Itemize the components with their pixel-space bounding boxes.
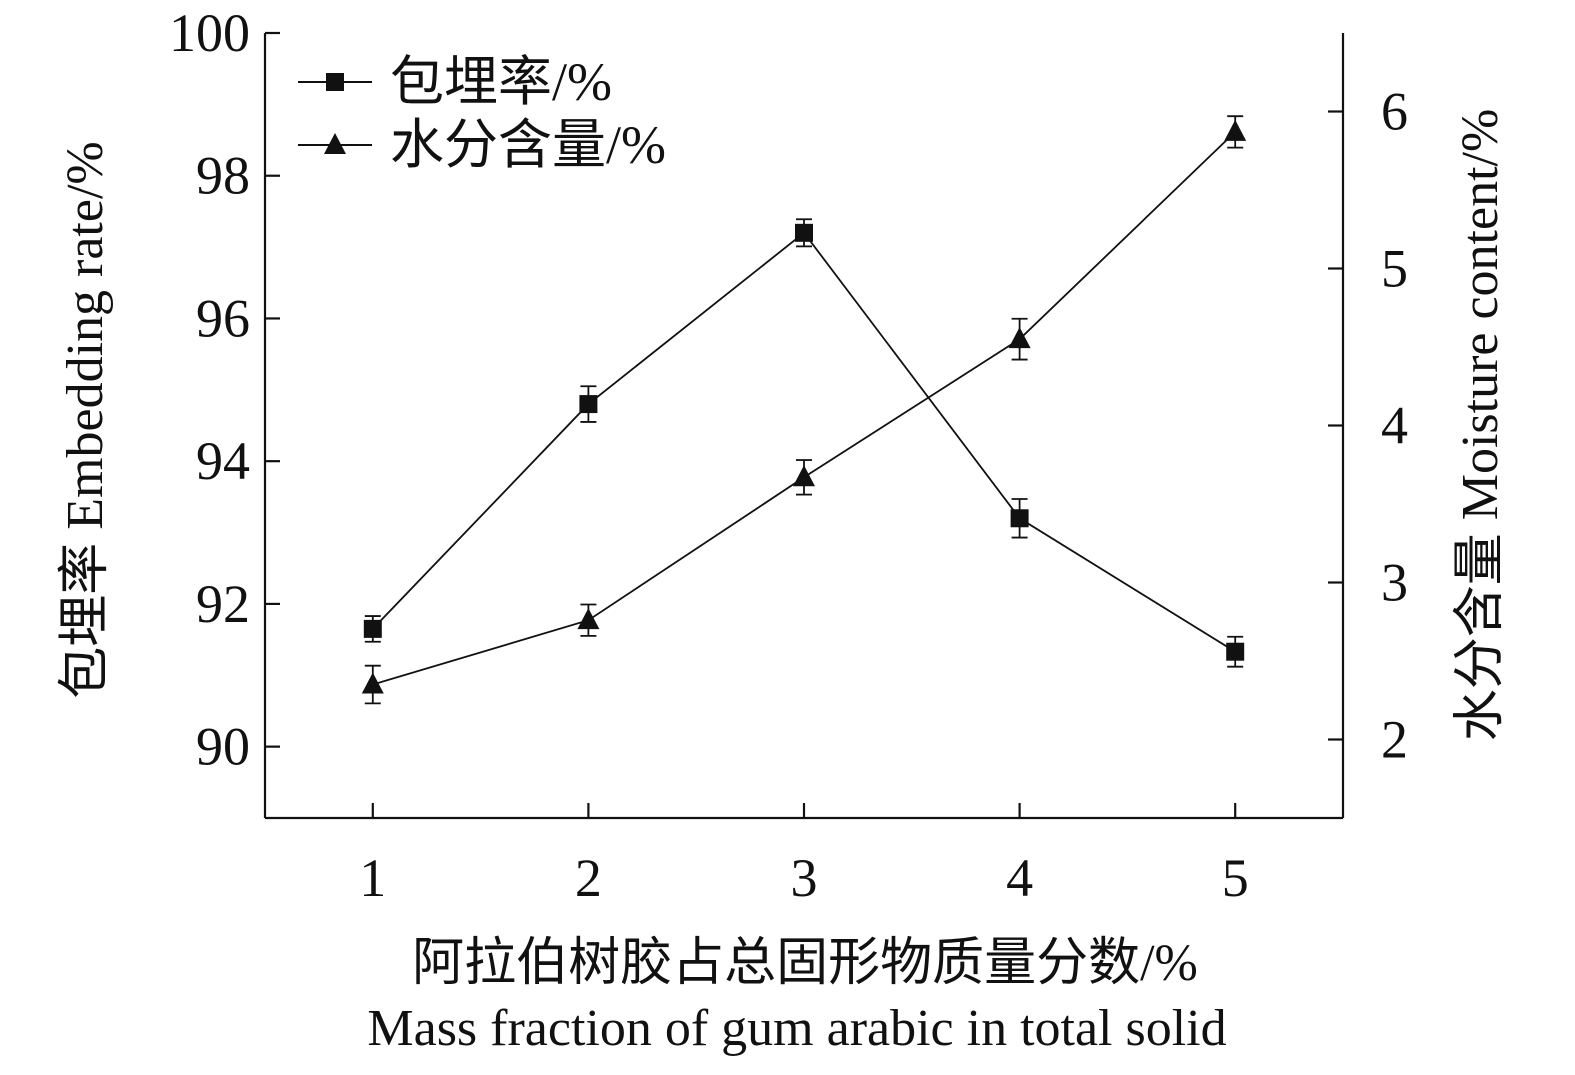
legend-entry-moisture-content: 水分含量/%	[298, 115, 666, 175]
legend-square-marker-icon	[326, 73, 344, 91]
data-point-triangle	[577, 608, 600, 630]
x-tick-label: 2	[575, 848, 602, 908]
data-point-square	[795, 223, 813, 242]
series-moisture-content	[361, 115, 1247, 705]
y-left-tick-label: 94	[196, 431, 250, 491]
x-tick-label: 3	[791, 848, 818, 908]
x-tick-label: 5	[1222, 848, 1249, 908]
series-layer	[361, 115, 1247, 705]
x-tick-label: 1	[359, 848, 386, 908]
y-axis-left-label: 包埋率 Embedding rate/%	[57, 141, 114, 698]
data-point-triangle	[1008, 327, 1031, 349]
y-right-tick-label: 4	[1381, 396, 1408, 456]
data-point-triangle	[1224, 119, 1247, 141]
series-line-embedding-rate	[372, 231, 1236, 653]
legend-entry-embedding-rate: 包埋率/%	[298, 52, 612, 112]
y-left-tick-label: 100	[169, 3, 250, 63]
y-axis-right-label: 水分含量 Moisture content/%	[1452, 109, 1509, 742]
series-line-moisture-content	[372, 131, 1236, 686]
legend-label-embedding-rate: 包埋率/%	[390, 52, 612, 112]
data-point-square	[579, 395, 598, 414]
y-right-tick-label: 2	[1381, 710, 1408, 770]
legend-triangle-marker-icon	[324, 133, 346, 154]
data-point-square	[1226, 642, 1245, 661]
y-left-tick-label: 98	[196, 146, 250, 206]
x-tick-label: 4	[1006, 848, 1033, 908]
x-axis-label-english: Mass fraction of gum arabic in total sol…	[367, 1000, 1226, 1057]
data-point-triangle	[793, 465, 815, 487]
y-right-tick-label: 3	[1381, 553, 1408, 613]
y-left-tick-label: 90	[196, 717, 250, 777]
axes: 90 92 94 96 98 100 2 3 4 5 6 1 2 3 4 5	[169, 3, 1408, 908]
x-axis-label: 阿拉伯树胶占总固形物质量分数/%	[412, 935, 1198, 992]
y-right-tick-label: 6	[1381, 82, 1408, 142]
data-point-square	[363, 619, 382, 638]
data-point-square	[1010, 509, 1029, 528]
y-left-tick-label: 96	[196, 288, 250, 348]
series-embedding-rate	[363, 218, 1245, 668]
data-point-triangle	[361, 672, 384, 694]
legend-label-moisture-content: 水分含量/%	[390, 115, 666, 175]
legend: 包埋率/% 水分含量/%	[298, 52, 666, 175]
y-left-tick-label: 92	[196, 574, 250, 634]
y-right-tick-label: 5	[1381, 239, 1408, 299]
